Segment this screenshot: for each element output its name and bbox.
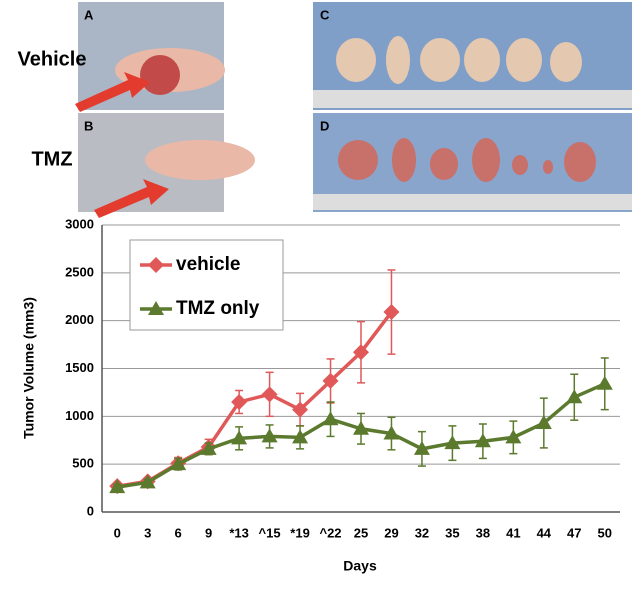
legend-label: TMZ only [176,298,260,319]
x-tick-label: 0 [114,525,121,540]
x-tick-label: 25 [354,525,368,540]
marker [148,301,164,315]
arrows [75,72,169,218]
marker [200,440,217,455]
y-tick-label: 3000 [65,216,94,231]
marker [261,386,278,403]
x-tick-label: *13 [229,525,249,540]
marker [353,420,369,435]
x-tick-label: *19 [290,525,310,540]
ruler [313,90,632,108]
tumors-c [336,36,582,84]
tumor [140,55,180,95]
marker [109,479,126,494]
marker [535,415,552,430]
marker [148,257,164,273]
series-line [116,310,393,488]
panel-letter: C [320,7,330,22]
marker [383,425,400,440]
legend-label: vehicle [176,254,240,275]
marker [231,393,248,410]
photos [75,2,632,218]
marker [353,344,369,361]
x-tick-label: 6 [175,525,182,540]
marker [505,429,522,444]
y-tick-label: 2000 [65,312,94,327]
marker [170,456,187,471]
panel-letter: B [84,118,93,133]
marker [413,440,430,455]
marker [322,411,339,426]
marker [596,375,613,390]
x-tick-label: 50 [598,525,612,540]
y-tick-label: 500 [72,456,94,471]
marker [444,435,461,450]
tumors-d [338,138,596,182]
y-axis-title: Tumor Volume (mm3) [21,297,37,439]
row-label: TMZ [31,148,72,170]
x-tick-label: 32 [415,525,429,540]
y-tick-label: 0 [87,503,94,518]
x-tick-label: 38 [476,525,490,540]
marker [474,433,491,448]
marker [383,304,400,321]
x-tick-label: 9 [205,525,212,540]
marker [231,430,248,445]
y-tick-label: 1500 [65,360,94,375]
marker [261,428,278,443]
x-tick-label: 47 [567,525,581,540]
x-tick-label: 41 [506,525,520,540]
y-tick-label: 1000 [65,408,94,423]
ruler [313,194,632,210]
x-tick-label: ^15 [259,525,281,540]
x-tick-label: ^22 [319,525,341,540]
x-tick-label: 3 [144,525,151,540]
marker [322,372,339,389]
x-tick-label: 29 [384,525,398,540]
marker [139,474,156,489]
row-label: Vehicle [18,48,87,70]
x-tick-label: 44 [537,525,552,540]
x-axis-title: Days [343,558,377,574]
mouse [145,140,255,180]
y-tick-label: 2500 [65,264,94,279]
marker [292,401,309,418]
marker [292,429,309,444]
panel-letter: A [84,7,94,22]
x-tick-label: 35 [445,525,459,540]
marker [566,389,583,404]
panel-letter: D [320,118,329,133]
